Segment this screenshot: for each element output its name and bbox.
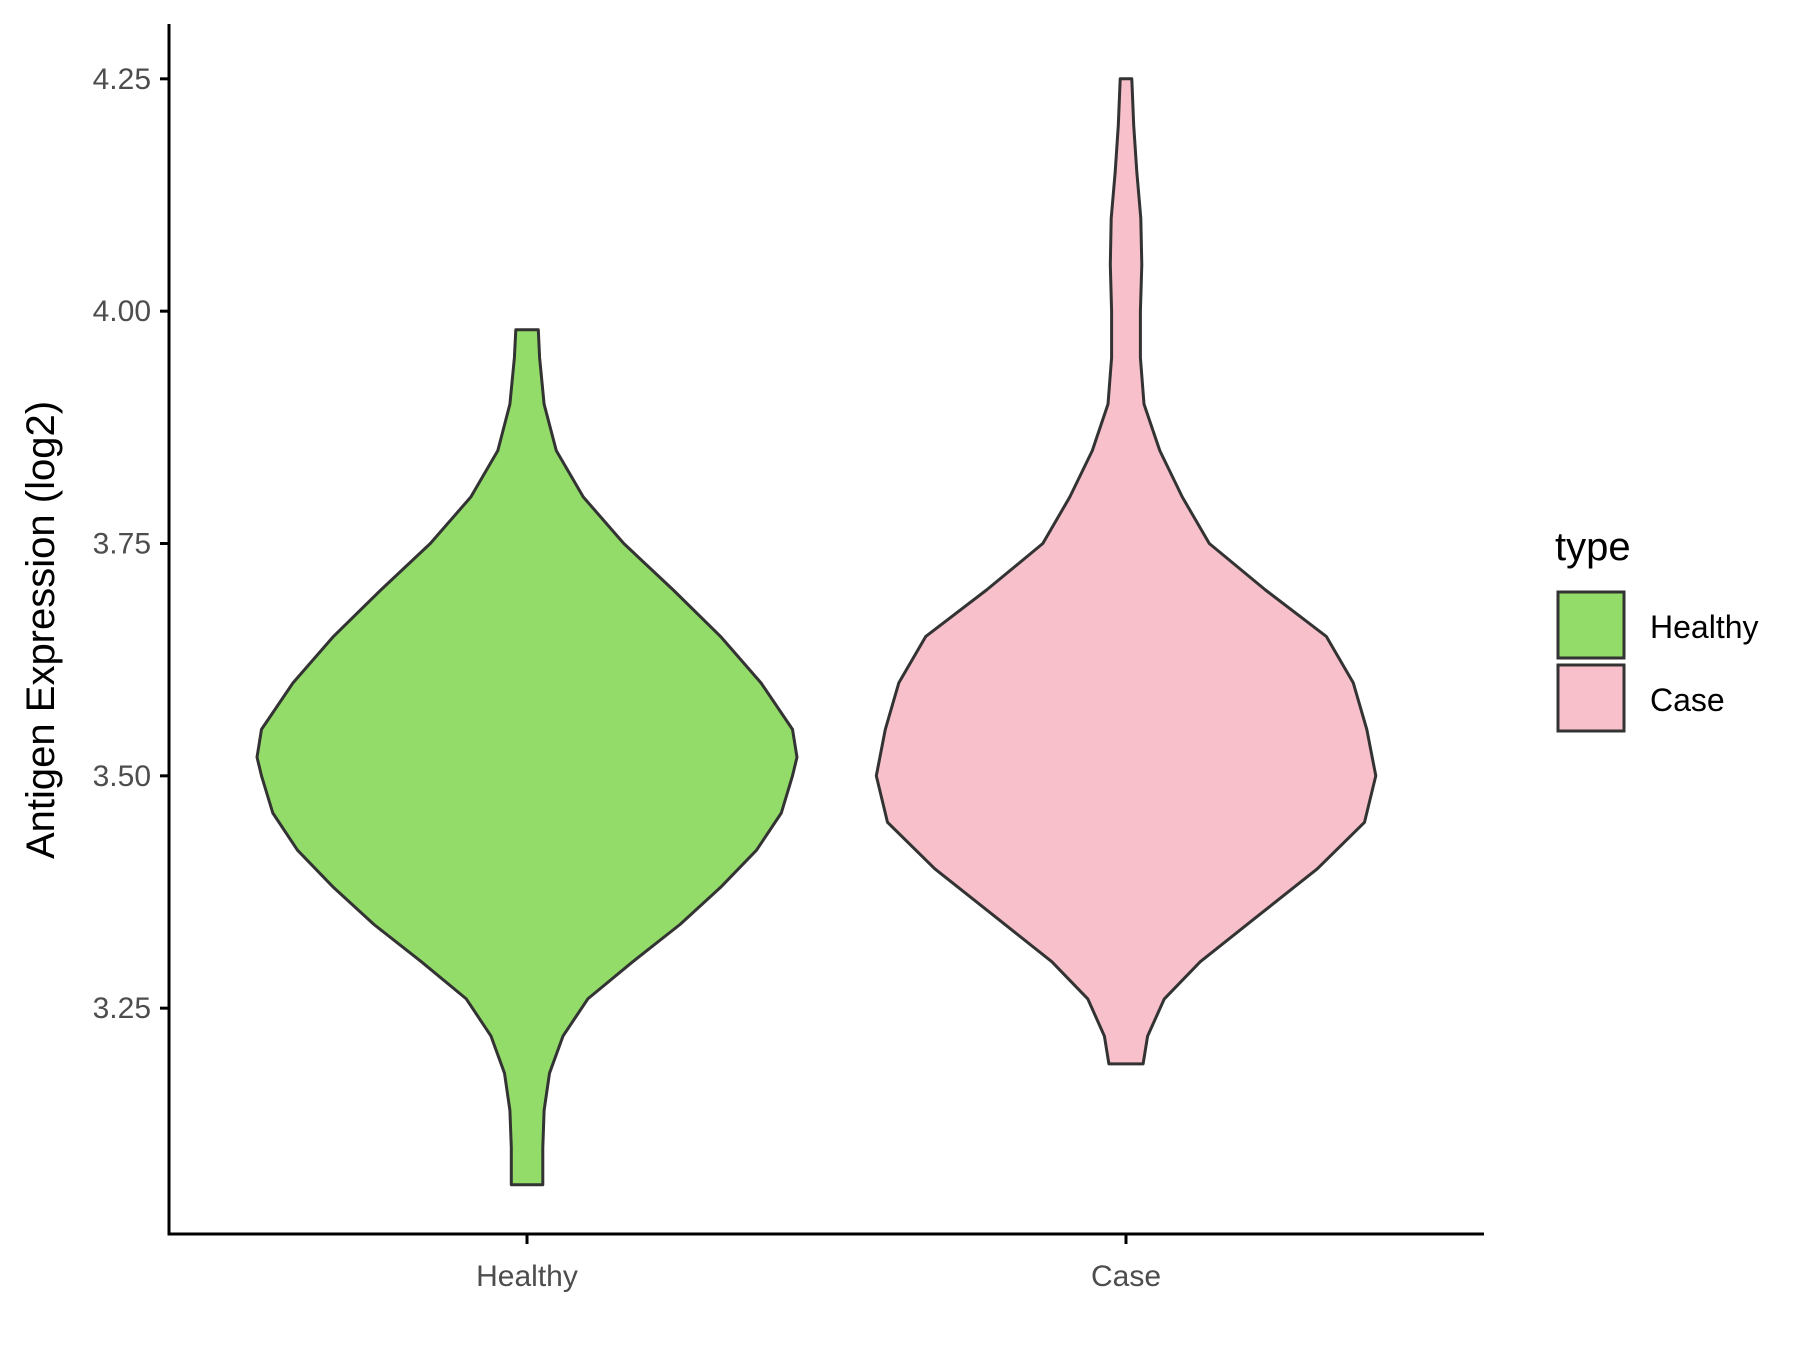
y-tick-label: 4.00 bbox=[93, 295, 151, 328]
y-axis-title: Antigen Expression (log2) bbox=[19, 401, 63, 859]
x-tick-label: Case bbox=[1091, 1260, 1161, 1293]
y-tick-label: 3.50 bbox=[93, 760, 151, 793]
legend-item-case: Case bbox=[1556, 663, 1725, 733]
violins-layer bbox=[255, 77, 1378, 1187]
legend-title: type bbox=[1555, 525, 1631, 569]
legend-swatch-healthy bbox=[1556, 590, 1626, 660]
y-tick-label: 3.25 bbox=[93, 992, 151, 1025]
legend-item-healthy: Healthy bbox=[1556, 590, 1759, 660]
y-tick-label: 3.75 bbox=[93, 528, 151, 561]
violin-case bbox=[874, 77, 1378, 1066]
violin-healthy bbox=[255, 328, 799, 1187]
legend-label-case: Case bbox=[1650, 682, 1725, 718]
legend-swatch-case bbox=[1556, 663, 1626, 733]
legend-label-healthy: Healthy bbox=[1650, 609, 1759, 645]
y-ticks: 3.25 3.50 3.75 4.00 4.25 bbox=[93, 63, 169, 1025]
x-tick-label: Healthy bbox=[476, 1260, 578, 1293]
y-tick-label: 4.25 bbox=[93, 63, 151, 96]
x-ticks: Healthy Case bbox=[476, 1234, 1161, 1293]
